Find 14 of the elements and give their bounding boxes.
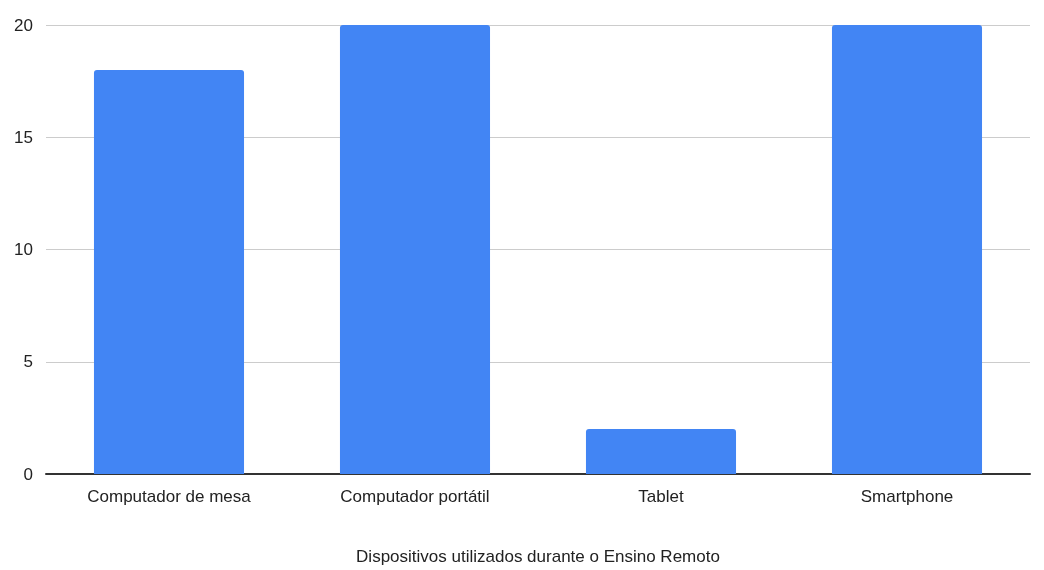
x-tick-label: Smartphone [860, 487, 954, 506]
y-tick-label: 0 [23, 464, 33, 484]
bar [831, 25, 983, 474]
y-tick-label: 20 [14, 15, 33, 35]
x-axis-title: Dispositivos utilizados durante o Ensino Remoto [356, 547, 720, 566]
y-tick-label: 15 [14, 127, 33, 147]
bar [339, 25, 491, 474]
x-tick-label: Computador de mesa [87, 487, 252, 506]
bar [93, 69, 245, 474]
y-tick-label: 5 [23, 352, 33, 372]
y-tick-label: 10 [14, 240, 33, 259]
bar [585, 429, 737, 474]
x-tick-label: Computador portátil [340, 487, 490, 506]
x-tick-label: Tablet [638, 487, 684, 506]
